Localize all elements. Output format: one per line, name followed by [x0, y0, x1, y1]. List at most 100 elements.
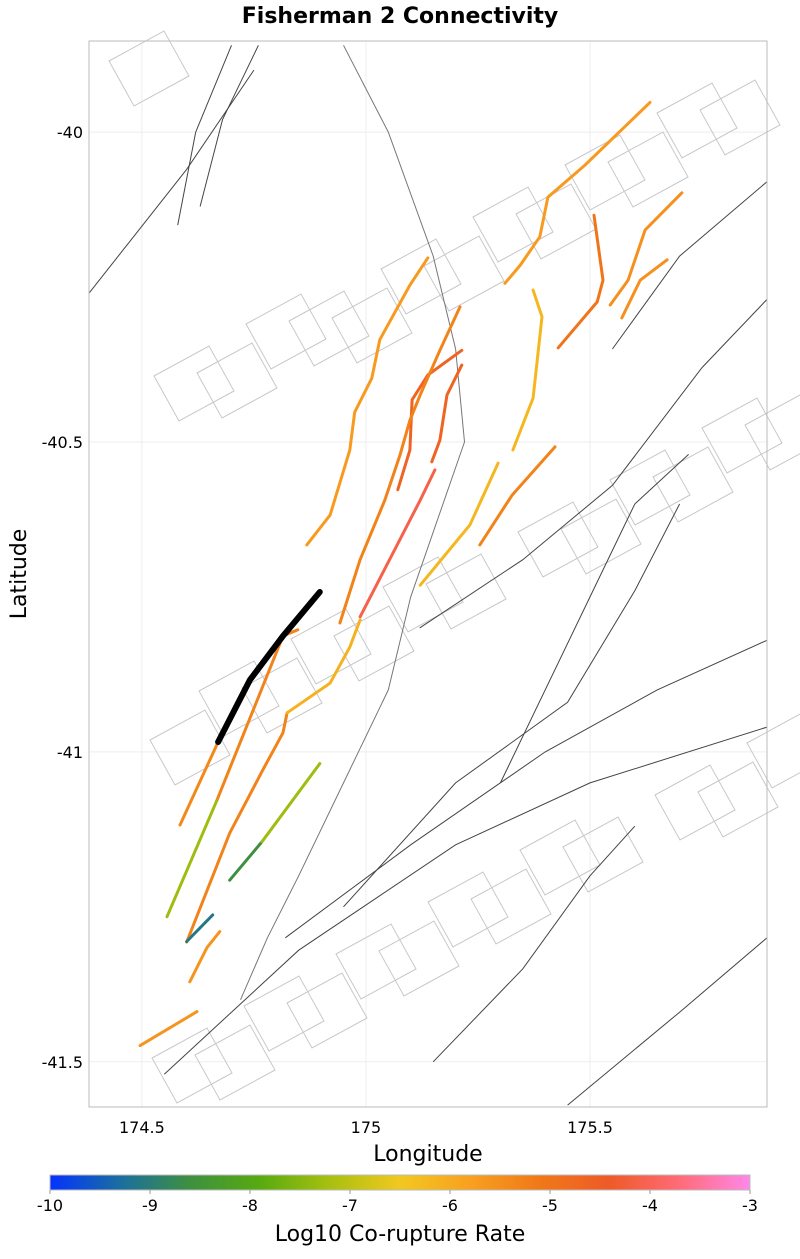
y-tick-label: -41.5	[42, 1053, 83, 1072]
colorbar-tick-label: -10	[37, 1196, 63, 1215]
fault-section-outline	[515, 183, 597, 260]
fault-section-outline	[243, 975, 325, 1052]
fault-section-outline	[288, 290, 370, 367]
fault-section-outline	[198, 660, 280, 737]
fault-trace	[177, 45, 232, 226]
connected-fault-trace	[305, 256, 430, 547]
fault-section-outline	[560, 498, 642, 575]
fault-section-outline	[331, 287, 413, 364]
fault-section-outline	[699, 79, 781, 156]
fault-trace	[163, 726, 768, 1075]
colorbar	[49, 1174, 751, 1191]
fault-trace	[499, 454, 689, 784]
fault-section-outline	[194, 1024, 276, 1101]
fault-trace	[285, 639, 768, 939]
fault-section-outline	[378, 920, 460, 997]
fault-section-outline	[744, 394, 800, 471]
connected-fault-trace	[260, 762, 322, 844]
fault-section-outline	[519, 819, 601, 896]
y-ticks: -40 -40.5 -41 -41.5	[42, 123, 83, 1072]
chart-title: Fisherman 2 Connectivity	[242, 4, 559, 29]
fault-section-outline	[652, 446, 734, 523]
fault-section-outline	[423, 235, 505, 312]
fault-section-outline	[196, 342, 278, 419]
connected-fault-trace	[511, 288, 544, 452]
fault-section-outline	[472, 186, 554, 263]
connected-faults	[138, 100, 684, 1048]
connected-fault-trace	[188, 930, 222, 984]
fault-section-outline	[425, 553, 507, 630]
connected-fault-trace	[503, 100, 652, 285]
fault-trace	[611, 181, 768, 350]
fault-section-outline	[517, 501, 599, 578]
connected-fault-trace	[138, 1010, 199, 1048]
fault-section-outline	[153, 345, 235, 422]
fault-trace	[419, 299, 768, 629]
connected-fault-trace	[285, 618, 362, 715]
x-tick-label: 175.5	[567, 1118, 613, 1137]
connected-fault-trace	[556, 213, 605, 350]
fault-section-outline	[470, 868, 552, 945]
fault-section-outline	[335, 923, 417, 1000]
connected-fault-trace	[178, 740, 220, 827]
fault-section-outline	[151, 1027, 233, 1104]
connected-fault-trace	[430, 363, 464, 464]
fault-section-outline	[149, 709, 231, 786]
connected-fault-trace	[185, 913, 215, 943]
connected-fault-trace	[228, 840, 264, 882]
fault-section-outline	[564, 134, 646, 211]
fault-trace	[432, 825, 636, 1063]
fault-section-outline	[380, 238, 462, 315]
x-tick-label: 174.5	[119, 1118, 165, 1137]
fault-section-outline	[241, 657, 323, 734]
fault-section-outline	[427, 871, 509, 948]
fault-section-outline	[562, 816, 644, 893]
x-ticks: 174.5 175 175.5	[119, 1118, 613, 1137]
connected-fault-trace	[608, 191, 684, 307]
fault-section-outline	[286, 972, 368, 1049]
colorbar-tick-label: -7	[342, 1196, 358, 1215]
fault-trace	[343, 503, 681, 908]
connected-fault-trace	[185, 711, 289, 944]
x-tick-label: 175	[351, 1118, 382, 1137]
y-tick-label: -40	[57, 123, 83, 142]
colorbar-tick-label: -3	[742, 1196, 758, 1215]
x-axis-label: Longitude	[373, 1142, 482, 1167]
connected-fault-trace	[338, 305, 462, 625]
fault-trace	[199, 45, 259, 207]
colorbar-tick-label: -9	[142, 1196, 158, 1215]
connected-fault-trace	[478, 445, 557, 547]
colorbar-ticks: -10 -9 -8 -7 -6 -5 -4 -3	[37, 1190, 758, 1215]
connected-fault-trace	[418, 461, 500, 587]
y-tick-label: -40.5	[42, 433, 83, 452]
connected-fault-trace	[620, 258, 669, 320]
source-fault-trace	[215, 589, 323, 745]
background-faults	[88, 30, 800, 1106]
fault-section-outline	[333, 605, 415, 682]
fault-trace	[88, 69, 255, 294]
colorbar-tick-label: -5	[542, 1196, 558, 1215]
fault-section-outline	[108, 30, 190, 107]
plot-frame	[88, 40, 768, 1108]
fault-section-outline	[746, 713, 800, 789]
coastline	[240, 45, 466, 1000]
fault-section-outline	[697, 761, 779, 838]
connected-fault-trace	[396, 348, 464, 492]
colorbar-tick-label: -6	[442, 1196, 458, 1215]
colorbar-label: Log10 Co-rupture Rate	[275, 1222, 526, 1247]
fault-section-outline	[382, 556, 464, 633]
connected-fault-trace	[165, 799, 219, 919]
fault-section-outline	[245, 293, 327, 370]
y-axis-label: Latitude	[7, 529, 32, 620]
fault-section-outline	[607, 131, 689, 208]
connected-fault-trace	[358, 468, 437, 619]
fault-section-outline	[701, 397, 783, 474]
fault-trace	[567, 937, 768, 1106]
fault-section-outline	[654, 764, 736, 841]
fault-section-outline	[609, 449, 691, 526]
fault-section-outline	[290, 608, 372, 685]
colorbar-tick-label: -8	[242, 1196, 258, 1215]
y-tick-label: -41	[57, 743, 83, 762]
fault-section-outline	[656, 82, 738, 159]
